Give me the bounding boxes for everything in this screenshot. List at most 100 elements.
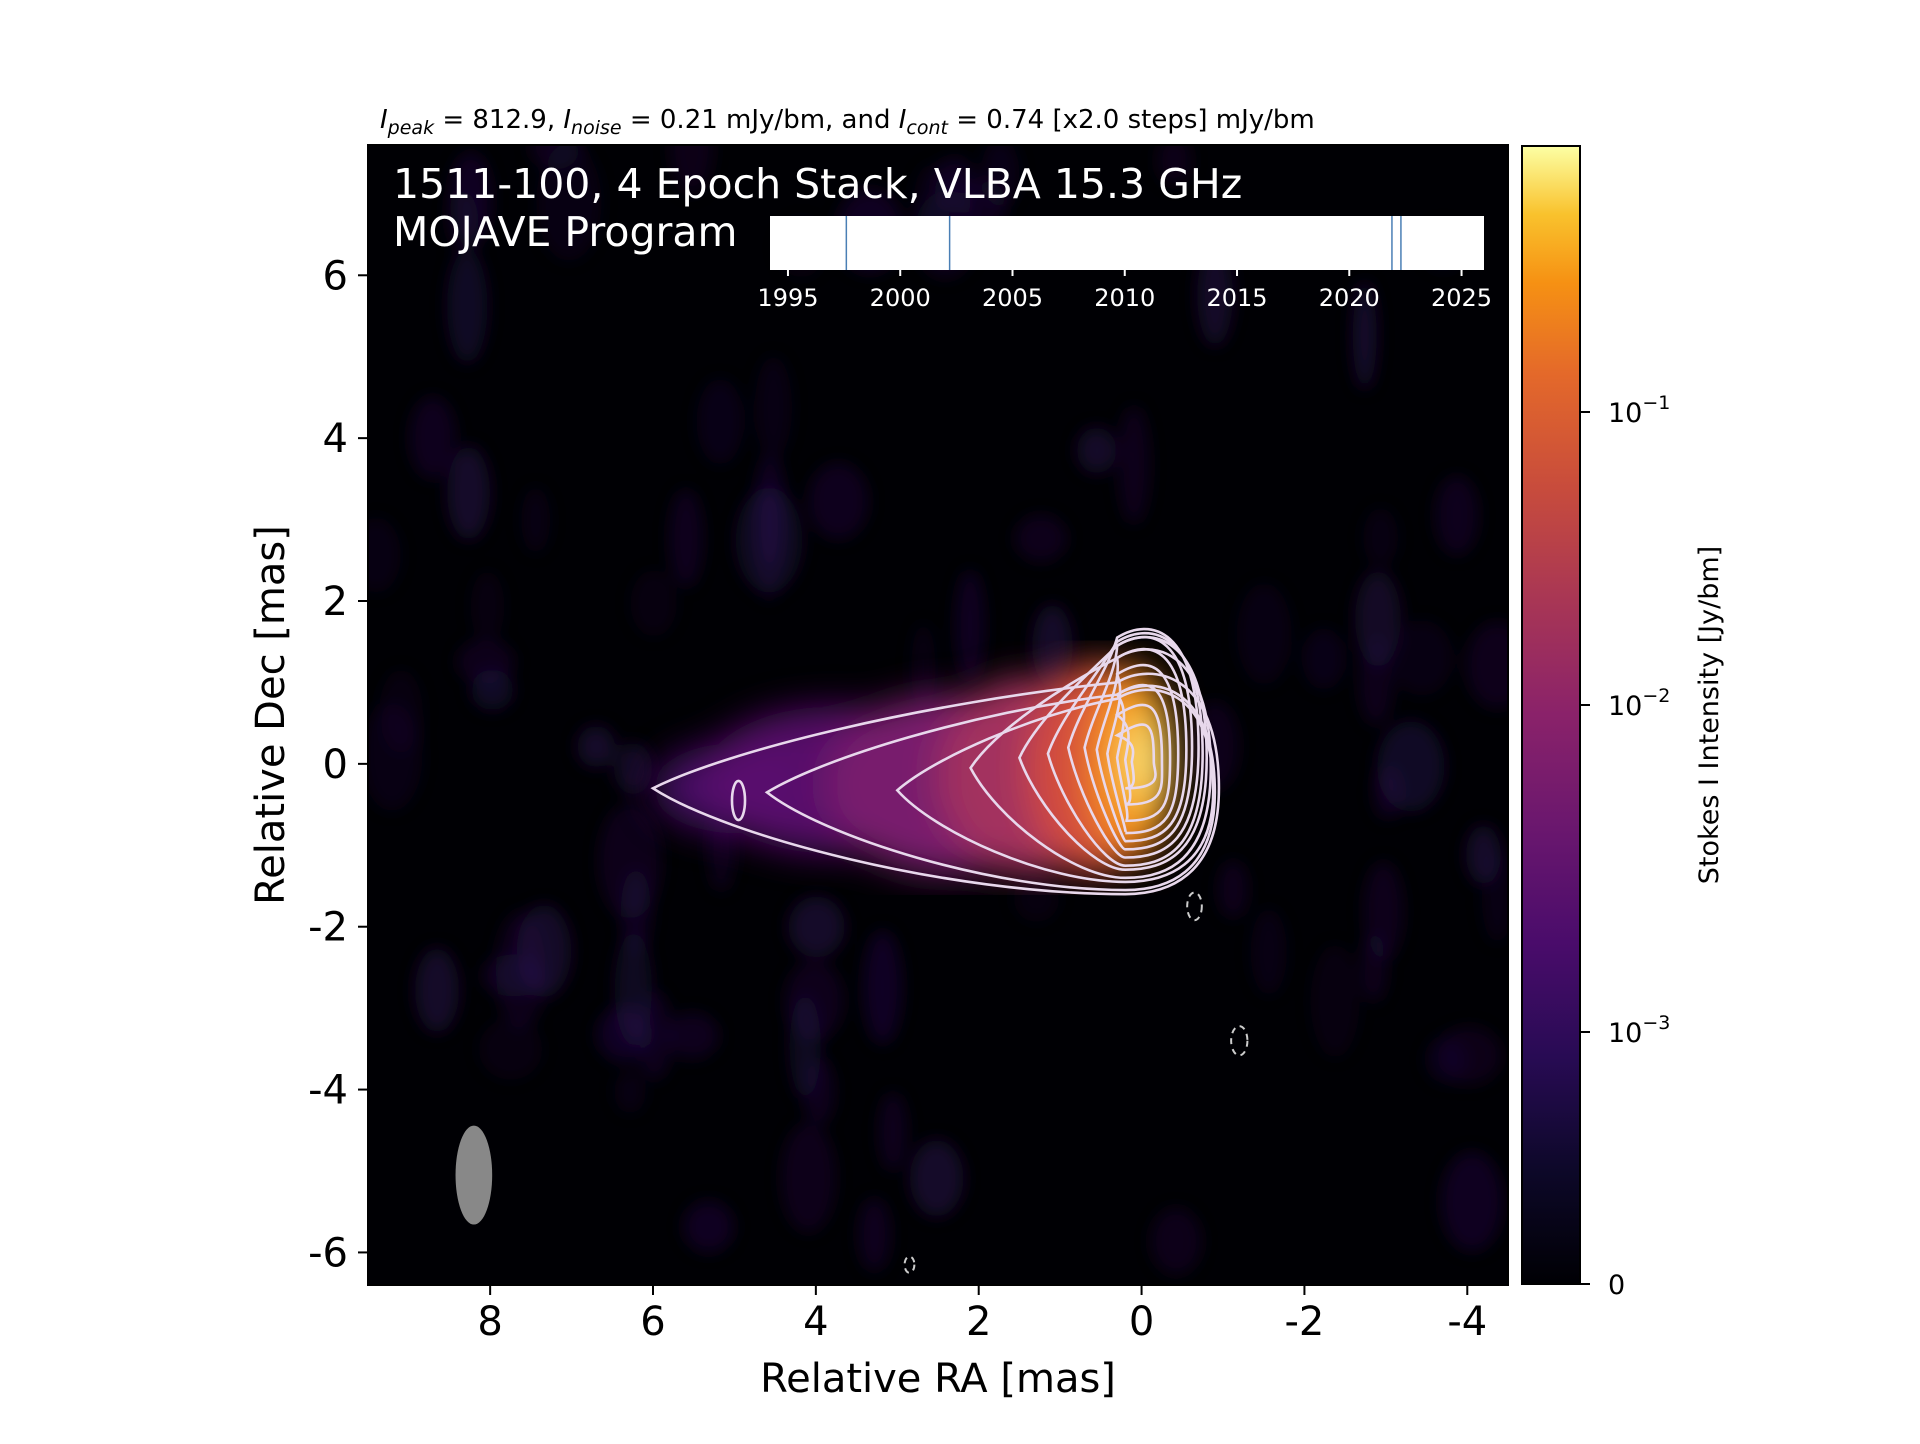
- overlay-title-line2: MOJAVE Program: [393, 208, 737, 256]
- noise-blob: [470, 570, 505, 643]
- noise-blob: [597, 1006, 652, 1063]
- noise-blob: [1218, 860, 1249, 919]
- y-tick-label: 2: [323, 579, 348, 625]
- negative-contour: [1230, 1025, 1249, 1057]
- noise-blob: [1465, 825, 1501, 885]
- noise-blob: [754, 355, 792, 460]
- header-cont-symbol: I: [899, 105, 907, 135]
- noise-blob: [668, 489, 704, 588]
- y-tick-label: -4: [308, 1068, 348, 1114]
- jet-blob: [1128, 723, 1158, 797]
- noise-blob: [613, 742, 653, 795]
- noise-blob: [1250, 908, 1287, 996]
- contour-layer: [650, 627, 1249, 1274]
- noise-blob: [446, 190, 479, 256]
- plot-image: [368, 145, 1508, 1275]
- y-tick-label: 4: [323, 416, 348, 462]
- noise-blob: [789, 994, 821, 1099]
- chart-header: Ipeak = 812.9, Inoise = 0.21 mJy/bm, and…: [380, 105, 1315, 139]
- header-cont-sub: cont: [906, 117, 949, 139]
- y-tick-label: -2: [308, 905, 348, 951]
- y-axis: 6 4 2 0 -2 -4 -6: [308, 253, 368, 1276]
- header-peak-text: = 812.9,: [434, 105, 563, 135]
- noise-blob: [478, 1018, 543, 1080]
- noise-blob: [598, 802, 662, 919]
- x-tick-label: 6: [640, 1299, 665, 1345]
- colorbar-ticks: 10−1 10−2 10−3 0: [1580, 392, 1670, 1301]
- noise-blob: [955, 569, 985, 682]
- noise-blob: [1236, 583, 1292, 685]
- noise-blob: [669, 145, 714, 195]
- colorbar-tick-label: 10−2: [1608, 685, 1670, 722]
- y-tick-label: 6: [323, 253, 348, 299]
- header-peak-sub: peak: [387, 117, 435, 139]
- negative-contour: [903, 1255, 916, 1274]
- noise-blob: [665, 1012, 719, 1059]
- inset-tick-label: 2000: [870, 284, 931, 312]
- y-tick-label: 0: [323, 742, 348, 788]
- noise-blob: [788, 896, 845, 958]
- noise-blob: [1363, 507, 1399, 568]
- contour-line: [1046, 631, 1204, 867]
- noise-blob: [696, 378, 744, 465]
- colorbar-tick-label: 10−1: [1608, 392, 1670, 429]
- noise-blob: [1435, 475, 1479, 556]
- contour-line: [1106, 663, 1180, 835]
- contour-line: [1114, 703, 1164, 806]
- noise-blob: [808, 462, 869, 540]
- noise-blob: [1076, 427, 1117, 474]
- noise-blob: [1355, 570, 1401, 667]
- noise-blob: [863, 930, 903, 1045]
- noise-blob: [415, 948, 460, 1033]
- noise-blob: [1466, 621, 1508, 709]
- noise-blob: [536, 145, 602, 261]
- header-cont-text: = 0.74 [x2.0 steps] mJy/bm: [948, 105, 1315, 135]
- noise-blob: [1032, 604, 1073, 688]
- header-noise-symbol: I: [563, 105, 571, 135]
- noise-blob: [1013, 874, 1060, 923]
- inset-tick-label: 2015: [1206, 284, 1267, 312]
- y-axis-label: Relative Dec [mas]: [248, 525, 294, 905]
- noise-blob: [495, 911, 546, 1029]
- noise-blob: [781, 1123, 836, 1233]
- noise-layer: [368, 145, 1508, 1275]
- noise-blob: [1441, 1151, 1503, 1252]
- x-axis-label: Relative RA [mas]: [760, 1356, 1116, 1402]
- epoch-inset: 1995 2000 2005 2010 2015 2020 2025: [757, 216, 1492, 312]
- x-axis: 8 6 4 2 0 -2 -4: [477, 1285, 1487, 1345]
- noise-blob: [1118, 405, 1150, 525]
- noise-blob: [636, 991, 673, 1081]
- contour-line: [650, 672, 1221, 896]
- inset-tick-label: 2025: [1431, 284, 1492, 312]
- noise-blob: [577, 725, 616, 768]
- x-tick-label: -2: [1284, 1299, 1324, 1345]
- contour-line: [1114, 723, 1157, 790]
- noise-blob: [409, 396, 456, 480]
- noise-blob: [521, 487, 551, 554]
- noise-blob: [447, 446, 491, 540]
- inset-tick-label: 2010: [1094, 284, 1155, 312]
- contour-line: [1066, 627, 1200, 859]
- x-tick-label: 8: [477, 1299, 502, 1345]
- noise-blob: [1363, 861, 1404, 961]
- contour-line: [895, 688, 1215, 884]
- noise-blob: [878, 1092, 908, 1172]
- contour-line: [1095, 647, 1188, 843]
- header-peak-symbol: I: [380, 105, 388, 135]
- colorbar-frame: [1521, 145, 1581, 1285]
- contour-line: [1083, 635, 1194, 851]
- noise-blob: [630, 570, 677, 637]
- noise-blob: [1015, 514, 1067, 563]
- noise-blob: [1156, 145, 1192, 186]
- colorbar-tick-label: 10−3: [1608, 1012, 1670, 1049]
- noise-blob: [735, 487, 803, 593]
- x-tick-label: 2: [966, 1299, 991, 1345]
- epoch-inset-box: [770, 216, 1484, 270]
- x-tick-label: 0: [1129, 1299, 1154, 1345]
- contour-line: [1115, 683, 1172, 823]
- negative-contour: [1186, 891, 1203, 922]
- y-tick-label: -6: [308, 1230, 348, 1276]
- inset-tick-label: 2020: [1319, 284, 1380, 312]
